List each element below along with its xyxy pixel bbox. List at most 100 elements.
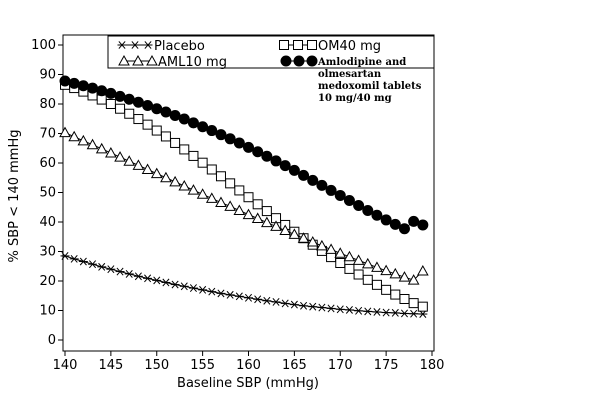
data-point (206, 125, 218, 137)
data-point (334, 189, 346, 201)
data-point (105, 99, 116, 109)
y-tick-label: 50 (39, 186, 56, 201)
series-triangle (59, 126, 429, 285)
data-point (335, 258, 346, 269)
data-point (371, 279, 382, 290)
data-point (150, 167, 163, 179)
data-point (297, 232, 310, 243)
series-line (64, 132, 424, 281)
x-tick-label: 155 (190, 358, 215, 373)
data-point (298, 169, 310, 181)
data-point (106, 265, 116, 274)
series-line (64, 255, 423, 315)
data-point (252, 146, 264, 158)
data-point (160, 106, 172, 118)
data-point (242, 208, 255, 220)
data-point (399, 309, 409, 318)
legend-label: Amlodipine and (317, 57, 406, 68)
legend-marker (130, 41, 140, 49)
data-point (169, 110, 181, 122)
legend-sample (118, 54, 158, 66)
data-point (381, 308, 391, 317)
data-point (224, 133, 236, 145)
data-point (225, 178, 236, 189)
data-point (207, 287, 217, 296)
data-point (178, 113, 190, 125)
x-tick-label: 170 (328, 358, 353, 373)
data-point (409, 309, 419, 318)
data-point (244, 293, 253, 302)
legend-marker (306, 55, 318, 67)
data-point (161, 278, 171, 287)
data-point (95, 142, 108, 154)
data-point (325, 184, 337, 196)
data-point (354, 306, 364, 315)
data-point (417, 301, 428, 312)
data-point (114, 90, 126, 102)
y-tick-label: 90 (39, 68, 56, 83)
data-point (326, 252, 337, 263)
legend-box (107, 35, 435, 69)
data-point (141, 163, 154, 174)
data-point (225, 290, 235, 299)
data-point (216, 289, 226, 298)
legend-sample (279, 40, 317, 50)
data-point (160, 171, 172, 183)
data-point (251, 212, 264, 223)
data-point (124, 108, 135, 119)
y-tick-label: 100 (31, 38, 56, 53)
data-point (335, 305, 345, 314)
legend-label: AML10 mg (158, 55, 227, 70)
data-point (234, 185, 245, 196)
data-point (187, 184, 200, 195)
y-tick-label: 60 (39, 156, 56, 171)
data-point (77, 80, 89, 92)
data-point (196, 188, 209, 199)
data-point (380, 214, 392, 226)
data-point (380, 264, 392, 276)
series-layer (59, 75, 429, 318)
x-tick-label: 145 (98, 358, 123, 373)
data-point (262, 296, 272, 305)
data-point (215, 171, 226, 182)
legend-marker (132, 54, 144, 66)
legend-label: OM40 mg (318, 39, 381, 54)
data-point (105, 146, 117, 158)
data-point (87, 82, 99, 94)
data-point (279, 224, 292, 236)
data-point (197, 157, 208, 168)
data-point (105, 87, 117, 99)
data-point (408, 215, 420, 227)
data-point (170, 280, 180, 289)
legend-marker (143, 41, 153, 49)
data-point (115, 103, 126, 114)
data-point (416, 264, 429, 276)
data-point (96, 94, 107, 105)
legend-label: 10 mg/40 mg (318, 93, 392, 104)
data-point (160, 131, 171, 142)
y-tick-label: 30 (39, 245, 56, 260)
data-point (398, 223, 410, 235)
data-point (152, 276, 162, 285)
data-point (390, 289, 401, 300)
data-point (389, 267, 402, 279)
legend: Placebo OM40 mg AML10 mg Amlodipine andolme… (107, 35, 435, 104)
x-tick-label: 140 (53, 358, 78, 373)
data-point (326, 304, 336, 313)
data-point (381, 284, 392, 295)
legend-label: medoxomil tablets (318, 81, 422, 92)
legend-marker (293, 40, 303, 50)
legend-label: olmesartan (318, 69, 382, 80)
data-point (288, 164, 300, 176)
data-point (132, 96, 144, 108)
data-point (142, 99, 154, 111)
data-point (371, 261, 383, 272)
y-tick-label: 40 (39, 215, 56, 230)
data-point (132, 159, 145, 170)
data-point (299, 301, 309, 310)
x-tick-label: 160 (236, 358, 261, 373)
data-point (187, 117, 199, 129)
data-point (224, 200, 236, 211)
legend-marker (293, 55, 305, 67)
series-filled-circle (59, 75, 429, 235)
